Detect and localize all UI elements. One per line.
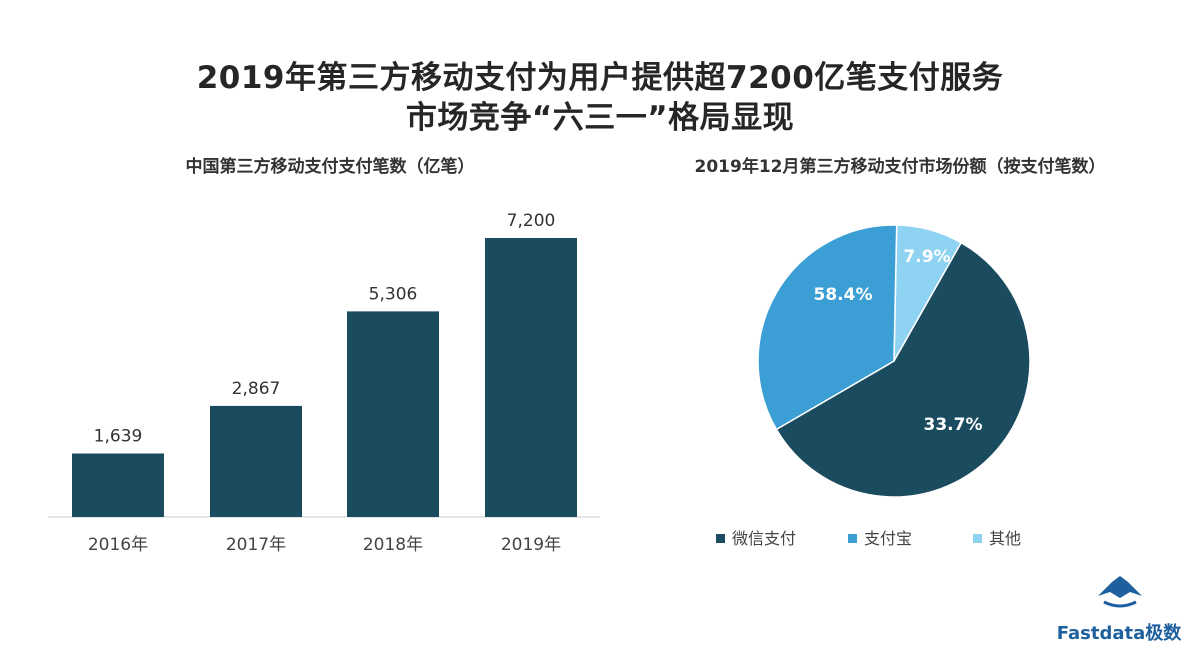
pie-slices: 58.4% 33.7% 7.9% [757,224,1031,498]
bar-2 [347,311,439,517]
legend-label: 支付宝 [864,529,912,548]
x-tick-label: 2019年 [501,535,561,555]
pie-chart-title: 2019年12月第三方移动支付市场份额（按支付笔数） [694,157,1106,177]
x-tick-label: 2017年 [226,535,286,555]
pie-slice-1 [757,224,898,431]
x-tick-label: 2016年 [88,535,148,555]
pie-percent-label: 33.7% [924,415,983,435]
bar-value-label: 5,306 [369,284,418,304]
pie-percent-label: 58.4% [814,285,873,305]
logo-mountain-icon [1098,576,1142,598]
x-tick-label: 2018年 [363,535,423,555]
legend-swatch [848,534,857,543]
bar-1 [210,405,302,517]
bar-0 [72,453,164,517]
bar-chart-title: 中国第三方移动支付支付笔数（亿笔） [185,157,475,177]
bar-3 [485,238,577,517]
legend-label: 微信支付 [732,529,796,548]
bar-value-label: 7,200 [507,211,556,231]
legend-swatch [973,534,982,543]
pie-slice-0 [775,241,1031,498]
bar-value-label: 1,639 [94,426,143,446]
main-title-line1: 2019年第三方移动支付为用户提供超7200亿笔支付服务 [196,60,1004,96]
logo-wave-icon [1103,600,1137,608]
legend-label: 其他 [989,529,1021,548]
bar-series: 1,639 2016年 2,867 2017年 5,306 2018年 7,200 2019年 [72,211,577,555]
brand-logo: Fastdata极数 [1057,576,1182,644]
legend-swatch [716,534,725,543]
pie-legend: 微信支付 支付宝 其他 [716,529,1021,548]
bar-value-label: 2,867 [232,379,281,399]
brand-name: Fastdata极数 [1057,622,1182,644]
main-title-line2: 市场竞争“六三一”格局显现 [405,100,795,136]
pie-percent-label: 7.9% [903,247,950,267]
